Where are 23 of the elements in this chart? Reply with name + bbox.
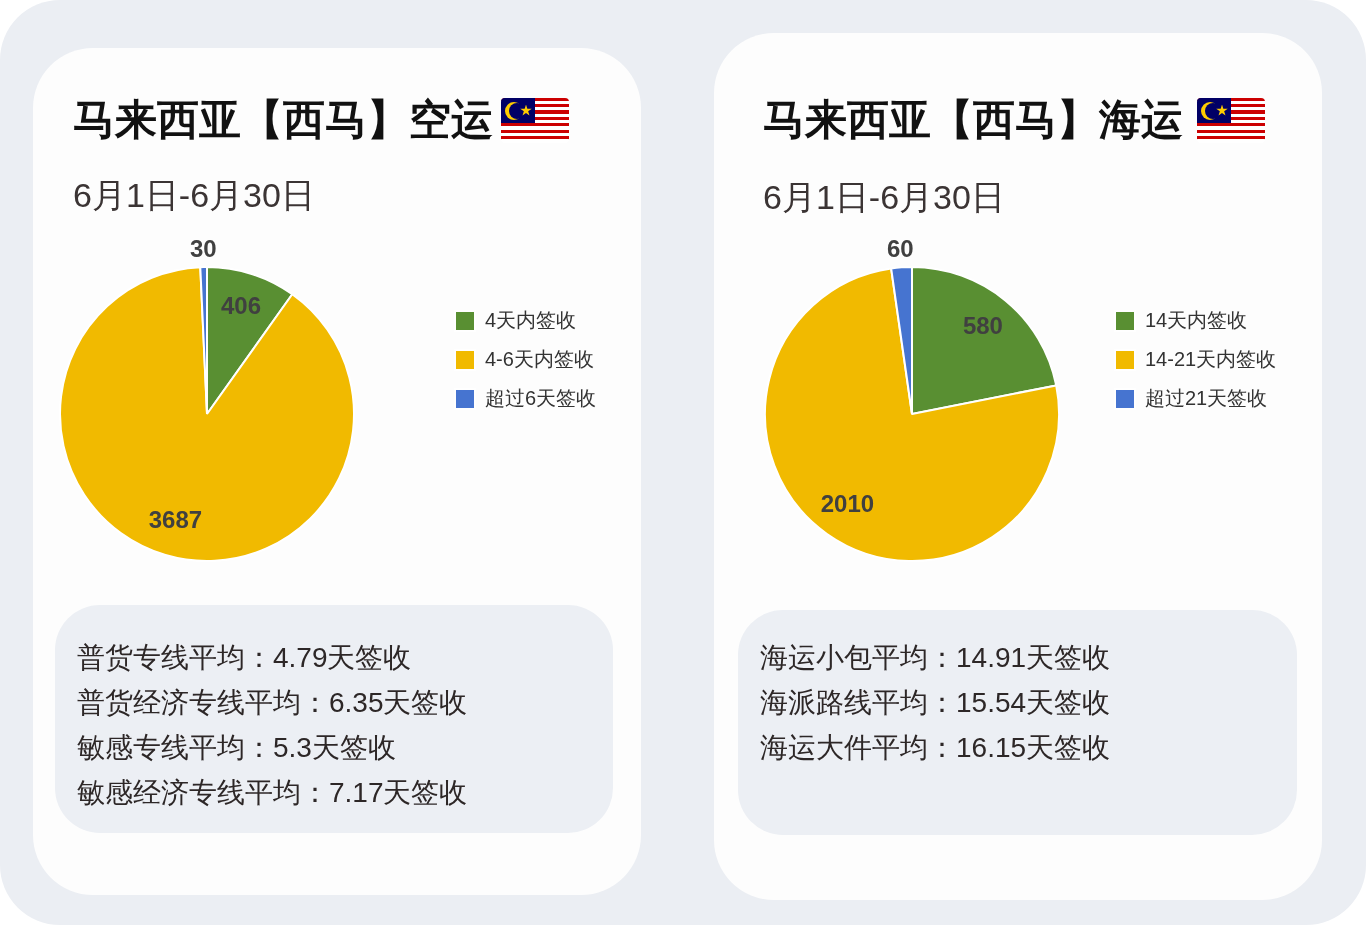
text: 敏感专线平均：5.3天签收 [77, 731, 397, 765]
legend-label: 超过6天签收 [485, 386, 597, 409]
legend-label: 超过21天签收 [1145, 386, 1268, 409]
legend-label: 14-21天内签收 [1145, 347, 1277, 370]
data-label: 580 [962, 312, 1003, 340]
text: 海运大件平均：16.15天签收 [760, 731, 1112, 765]
legend-label: 4-6天内签收 [485, 347, 594, 370]
data-label: 406 [220, 292, 262, 320]
data-label: 2010 [820, 489, 875, 517]
text: 海派路线平均：15.54天签收 [760, 686, 1112, 720]
data-label: 30 [189, 234, 217, 262]
text: 普货专线平均：4.79天签收 [77, 641, 413, 675]
text: 海运小包平均：14.91天签收 [760, 641, 1112, 675]
data-label: 3687 [148, 505, 203, 533]
data-label: 60 [886, 235, 914, 263]
legend-label: 14天内签收 [1145, 308, 1248, 331]
text: 敏感经济专线平均：7.17天签收 [77, 776, 469, 810]
text: 普货经济专线平均：6.35天签收 [77, 686, 469, 720]
chart-title: 马来西亚【西马】海运 [763, 95, 1183, 145]
chart-subtitle: 6月1日-6月30日 [73, 175, 315, 215]
chart-subtitle: 6月1日-6月30日 [763, 177, 1005, 217]
chart-title: 马来西亚【西马】空运 [73, 95, 493, 145]
legend-label: 4天内签收 [485, 308, 577, 331]
